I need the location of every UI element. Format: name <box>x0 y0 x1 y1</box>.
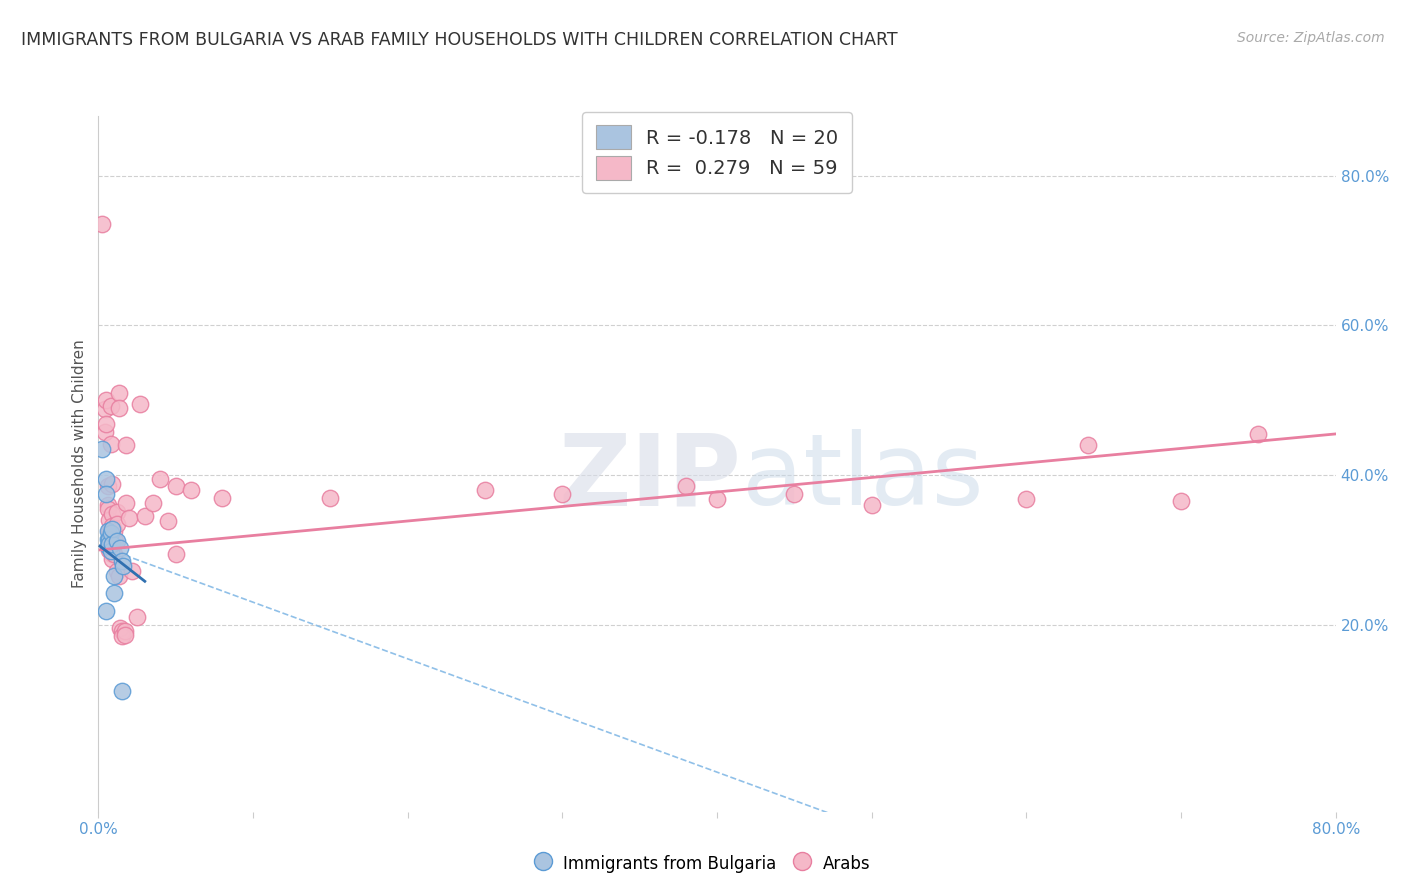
Legend: R = -0.178   N = 20, R =  0.279   N = 59: R = -0.178 N = 20, R = 0.279 N = 59 <box>582 112 852 194</box>
Point <box>107 569 129 583</box>
Point <box>96 393 118 408</box>
Point <box>142 496 165 510</box>
Point <box>165 547 187 561</box>
Point <box>108 622 131 636</box>
Point <box>97 479 120 493</box>
Text: ZIP: ZIP <box>560 429 742 526</box>
Legend: Immigrants from Bulgaria, Arabs: Immigrants from Bulgaria, Arabs <box>529 847 877 880</box>
Point <box>103 569 125 583</box>
Point <box>675 479 697 493</box>
Point <box>105 533 128 548</box>
Point <box>98 537 121 551</box>
Text: Source: ZipAtlas.com: Source: ZipAtlas.com <box>1237 31 1385 45</box>
Point <box>90 442 112 456</box>
Point <box>1077 438 1099 452</box>
Point <box>103 585 125 599</box>
Point <box>101 522 124 536</box>
Point <box>105 516 128 531</box>
Point <box>103 524 125 538</box>
Point <box>121 564 143 578</box>
Point <box>111 629 134 643</box>
Point <box>97 539 120 553</box>
Point <box>100 526 122 541</box>
Point <box>96 417 118 432</box>
Point <box>474 483 496 497</box>
Y-axis label: Family Households with Children: Family Households with Children <box>72 340 87 588</box>
Point <box>98 513 121 527</box>
Point <box>1015 491 1038 506</box>
Point <box>96 604 118 618</box>
Point <box>115 438 138 452</box>
Point <box>96 472 118 486</box>
Point <box>101 552 124 566</box>
Point <box>100 544 122 558</box>
Point <box>783 487 806 501</box>
Text: IMMIGRANTS FROM BULGARIA VS ARAB FAMILY HOUSEHOLDS WITH CHILDREN CORRELATION CHA: IMMIGRANTS FROM BULGARIA VS ARAB FAMILY … <box>21 31 897 49</box>
Point <box>101 477 124 491</box>
Point <box>105 564 128 578</box>
Point <box>101 547 124 561</box>
Text: atlas: atlas <box>742 429 983 526</box>
Point <box>101 537 124 551</box>
Point <box>101 519 124 533</box>
Point <box>134 509 156 524</box>
Point <box>1170 494 1192 508</box>
Point <box>97 501 120 516</box>
Point <box>103 537 125 551</box>
Point <box>111 624 134 638</box>
Point <box>157 515 180 529</box>
Point <box>93 402 115 417</box>
Point <box>1247 426 1270 441</box>
Point <box>96 487 118 501</box>
Point <box>319 491 342 505</box>
Point <box>180 483 202 497</box>
Point <box>115 496 138 510</box>
Point <box>101 507 124 521</box>
Point <box>551 487 574 501</box>
Point <box>100 436 122 450</box>
Point <box>97 498 120 512</box>
Point <box>105 506 128 520</box>
Point <box>112 559 135 574</box>
Point <box>114 624 136 638</box>
Point <box>107 385 129 400</box>
Point <box>100 399 122 413</box>
Point <box>860 498 883 512</box>
Point <box>127 610 149 624</box>
Point <box>111 683 134 698</box>
Point <box>165 479 187 493</box>
Point <box>211 491 233 505</box>
Point <box>90 218 112 232</box>
Point <box>104 533 127 548</box>
Point <box>706 491 728 506</box>
Point <box>98 524 121 538</box>
Point <box>108 541 131 556</box>
Point <box>98 542 121 557</box>
Point <box>97 524 120 538</box>
Point <box>114 628 136 642</box>
Point <box>111 554 134 568</box>
Point <box>107 401 129 415</box>
Point <box>129 397 152 411</box>
Point <box>97 532 120 546</box>
Point <box>149 472 172 486</box>
Point <box>98 537 121 551</box>
Point <box>93 425 115 439</box>
Point <box>118 510 141 524</box>
Point <box>103 547 125 561</box>
Point <box>98 532 121 546</box>
